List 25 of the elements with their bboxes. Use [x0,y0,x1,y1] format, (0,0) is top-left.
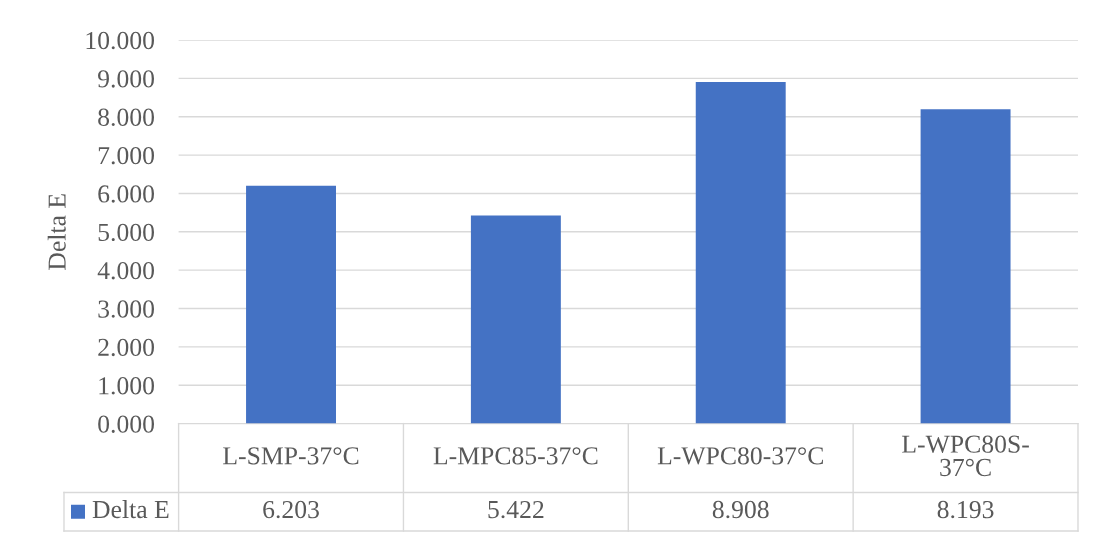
y-tick-label: 3.000 [98,300,155,318]
bar [470,215,561,424]
x-tick-label: L-WPC80S-37°C [902,435,1029,477]
y-tick-label: 5.000 [98,223,155,242]
y-tick-label: 6.000 [98,185,155,203]
data-label: 8.908 [712,500,769,519]
bar [920,109,1011,424]
data-label: 6.203 [263,500,319,519]
x-tick-label: L-WPC80-37°C [657,447,823,465]
y-tick-label: 2.000 [98,338,155,357]
x-tick-label: L-SMP-37°C [223,447,359,465]
legend-label: Delta E [92,500,169,519]
bar [246,185,336,424]
y-tick-label: 7.000 [98,146,155,165]
y-tick-label: 1.000 [99,377,155,395]
bar [695,81,786,424]
y-tick-label: 0.000 [98,415,155,433]
data-label: 5.422 [488,500,544,519]
x-tick-label: L-MPC85-37°C [433,447,598,465]
y-axis-title: Delta E [47,194,66,270]
y-tick-label: 8.000 [98,108,155,126]
y-tick-label: 4.000 [97,261,155,280]
data-label: 8.193 [937,500,994,519]
y-tick-label: 9.000 [98,70,155,88]
y-tick-label: 10.000 [86,31,155,50]
